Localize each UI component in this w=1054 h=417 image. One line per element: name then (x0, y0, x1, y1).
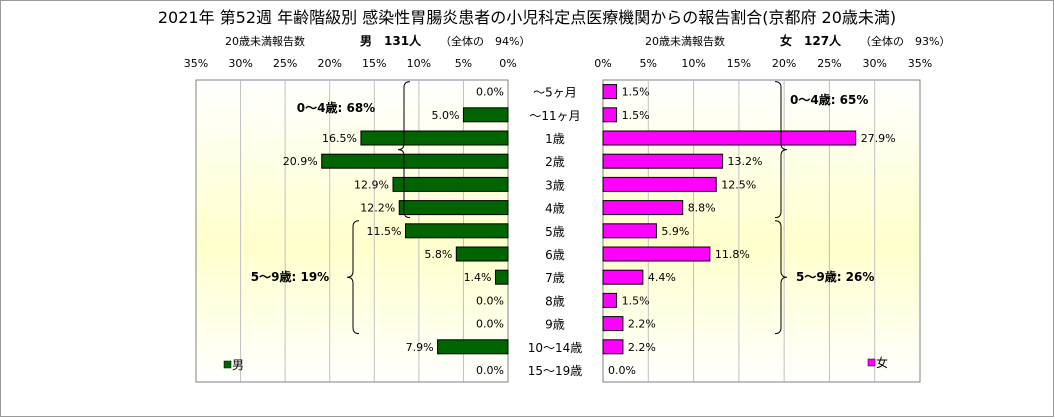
tick-label-left: 25% (273, 57, 297, 70)
bar-male (360, 130, 509, 146)
group-bracket-female (774, 220, 788, 335)
bar-male (495, 269, 509, 285)
data-label-female: 12.5% (721, 178, 756, 191)
data-label-female: 0.0% (608, 364, 636, 377)
data-label-male: 0.0% (476, 318, 504, 331)
bar-female (602, 200, 684, 216)
group-label-male: 0～4歳: 68% (297, 100, 375, 115)
data-label-male: 0.0% (476, 364, 504, 377)
data-label-female: 8.8% (688, 202, 716, 215)
legend-label-male: 男 (232, 358, 244, 372)
category-label: 7歳 (545, 271, 565, 285)
category-label: 6歳 (545, 248, 565, 262)
right-header-share: （全体の 93%） (860, 34, 950, 48)
bar-female (602, 292, 618, 308)
bar-female (602, 246, 711, 262)
group-label-female: 5～9歳: 26% (796, 269, 874, 284)
data-label-female: 1.5% (622, 86, 650, 99)
bar-female (602, 339, 624, 355)
chart-title: 2021年 第52週 年齢階級別 感染性胃腸炎患者の小児科定点医療機関からの報告… (158, 8, 896, 27)
bar-female (602, 130, 857, 146)
data-label-male: 7.9% (406, 341, 434, 354)
group-bracket-female (774, 81, 788, 219)
data-label-female: 5.9% (661, 225, 689, 238)
category-label: 4歳 (545, 202, 565, 216)
tick-label-left: 0% (499, 57, 516, 70)
legend-swatch-male (223, 360, 232, 369)
right-header: 20歳未満報告数 女 127人 （全体の 93%） (645, 33, 950, 48)
data-label-male: 12.2% (360, 202, 395, 215)
group-label-female: 0～4歳: 65% (790, 92, 868, 107)
data-label-male: 0.0% (476, 294, 504, 307)
category-label: 2歳 (545, 155, 565, 169)
group-bracket-male (346, 220, 360, 335)
data-label-female: 11.8% (715, 248, 750, 261)
bar-female (602, 107, 618, 123)
category-label: 9歳 (545, 318, 565, 332)
data-label-female: 27.9% (861, 132, 896, 145)
tick-label-right: 5% (640, 57, 657, 70)
category-label: 10～14歳 (528, 341, 583, 355)
category-label: 1歳 (545, 132, 565, 146)
tick-label-right: 35% (908, 57, 932, 70)
left-header: 20歳未満報告数 男 131人 （全体の 94%） (225, 33, 530, 48)
tick-label-right: 15% (727, 57, 751, 70)
tick-label-left: 30% (228, 57, 252, 70)
data-label-male: 5.0% (431, 109, 459, 122)
tick-label-left: 20% (317, 57, 341, 70)
bar-male (437, 339, 509, 355)
legend-label-female: 女 (876, 355, 888, 370)
tick-label-left: 5% (455, 57, 472, 70)
tick-label-left: 10% (407, 57, 431, 70)
bar-male (398, 200, 509, 216)
group-bracket-male (397, 81, 411, 219)
data-label-male: 16.5% (322, 132, 357, 145)
bar-male (392, 176, 509, 192)
bar-male (462, 107, 509, 123)
tick-label-right: 25% (817, 57, 841, 70)
category-label: 8歳 (545, 294, 565, 308)
category-label: 5歳 (545, 225, 565, 239)
data-label-male: 5.8% (424, 248, 452, 261)
right-header-count: 女 127人 (780, 33, 842, 48)
bar-female (602, 223, 657, 239)
data-label-male: 0.0% (476, 86, 504, 99)
group-label-male: 5～9歳: 19% (251, 269, 329, 284)
bar-female (602, 316, 624, 332)
data-label-female: 2.2% (628, 341, 656, 354)
bar-female (602, 84, 618, 100)
legend-swatch-female (867, 358, 876, 367)
category-label: 15～19歳 (528, 364, 583, 378)
data-label-female: 13.2% (728, 155, 763, 168)
bar-female (602, 153, 724, 169)
category-label: ～5ヶ月 (533, 86, 577, 100)
data-label-male: 20.9% (283, 155, 318, 168)
tick-label-right: 30% (862, 57, 886, 70)
right-header-sub: 20歳未満報告数 (645, 35, 725, 48)
data-label-female: 1.5% (622, 294, 650, 307)
data-label-male: 11.5% (367, 225, 402, 238)
tick-label-right: 0% (594, 57, 611, 70)
data-label-female: 1.5% (622, 109, 650, 122)
tick-label-left: 35% (184, 57, 208, 70)
bar-female (602, 176, 717, 192)
category-label: ～11ヶ月 (529, 109, 580, 123)
data-label-male: 1.4% (464, 271, 492, 284)
left-header-share: （全体の 94%） (440, 34, 530, 48)
bar-female (602, 269, 644, 285)
data-label-female: 4.4% (648, 271, 676, 284)
tick-label-right: 10% (681, 57, 705, 70)
bar-male (455, 246, 509, 262)
tick-label-right: 20% (772, 57, 796, 70)
left-header-count: 男 131人 (360, 33, 422, 48)
bar-male (321, 153, 509, 169)
bar-male (404, 223, 509, 239)
data-label-female: 2.2% (628, 318, 656, 331)
category-label: 3歳 (545, 178, 565, 192)
tick-label-left: 15% (362, 57, 386, 70)
left-header-sub: 20歳未満報告数 (225, 35, 305, 48)
data-label-male: 12.9% (354, 178, 389, 191)
